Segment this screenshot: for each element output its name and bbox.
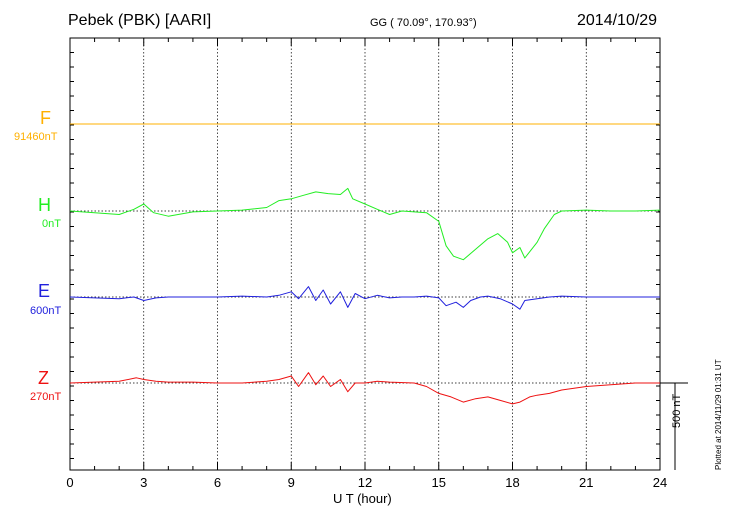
x-tick-label: 6: [213, 475, 222, 490]
plot-date: 2014/10/29: [577, 12, 658, 29]
x-tick-label: 12: [357, 475, 373, 490]
plot-frame: [69, 37, 661, 471]
series-label-h: H: [38, 195, 51, 215]
baseline-label-z: 270nT: [30, 391, 62, 403]
series-line-z: [69, 372, 660, 405]
series-group: [69, 123, 661, 405]
series-label-z: Z: [38, 368, 49, 388]
baseline-label-h: 0nT: [42, 218, 61, 230]
series-line-e: [69, 286, 660, 310]
x-tick-label: 18: [505, 475, 520, 490]
grid: [143, 38, 587, 470]
x-tick-label: 21: [579, 475, 594, 490]
geographic-coords: GG ( 70.09°, 170.93°): [370, 17, 477, 29]
x-tick-label: 24: [652, 475, 668, 490]
scale-bar-label: 500 nT: [671, 393, 683, 428]
series-line-h: [69, 187, 661, 261]
axis-ticks: [69, 38, 661, 470]
baselines: [70, 123, 660, 384]
x-axis-label: U T (hour): [333, 491, 392, 506]
series-label-f: F: [40, 108, 51, 128]
x-tick-label: 15: [431, 475, 446, 490]
baseline-label-f: 91460nT: [14, 131, 58, 143]
baseline-label-e: 600nT: [30, 305, 62, 317]
x-tick-label: 0: [66, 475, 74, 490]
scale-bar: [660, 382, 688, 470]
station-title: Pebek (PBK) [AARI]: [68, 12, 212, 29]
x-tick-label: 3: [140, 475, 148, 490]
series-label-e: E: [38, 281, 51, 301]
plotted-timestamp: Plotted at 2014/11/29 01:31 UT: [714, 359, 723, 470]
x-tick-label: 9: [287, 475, 295, 490]
